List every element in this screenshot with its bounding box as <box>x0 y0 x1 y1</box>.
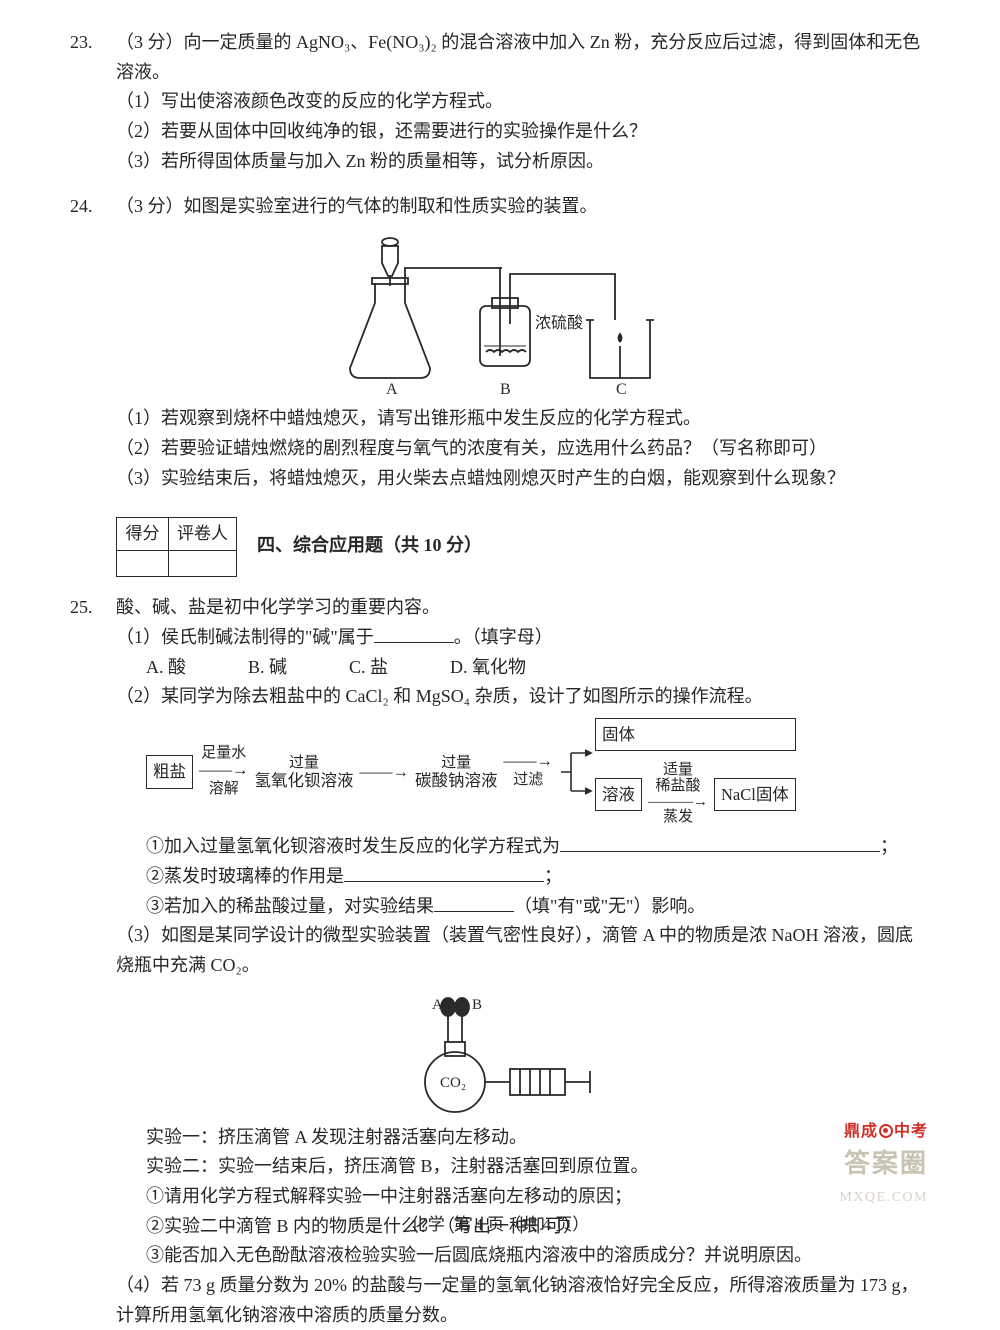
micro-apparatus-icon: A B CO₂ <box>390 987 610 1117</box>
q25-head: 酸、碱、盐是初中化学学习的重要内容。 <box>116 593 930 623</box>
q25-sub1: （1）侯氏制碱法制得的"碱"属于。（填字母） <box>70 623 930 653</box>
q24-sub2: （2）若要验证蜡烛燃烧的剧烈程度与氧气的浓度有关，应选用什么药品？（写名称即可） <box>70 434 930 464</box>
q25-figure: A B CO₂ <box>70 987 930 1117</box>
acid-label: 浓硫酸 <box>535 314 583 332</box>
q25-s2b: ②蒸发时玻璃棒的作用是； <box>70 862 930 892</box>
q25-number: 25. <box>70 593 116 623</box>
score-label: 得分 <box>117 518 169 551</box>
q25-s2a: ①加入过量氢氧化钡溶液时发生反应的化学方程式为； <box>70 832 930 862</box>
grader-label: 评卷人 <box>169 518 237 551</box>
q25-options: A. 酸 B. 碱 C. 盐 D. 氧化物 <box>70 653 930 683</box>
q24-figure: 浓硫酸 A B C <box>70 228 930 398</box>
section-4-title: 四、综合应用题（共 10 分） <box>257 531 482 561</box>
q25-exp2: 实验二：实验一结束后，挤压滴管 B，注射器活塞回到原位置。 <box>70 1152 930 1182</box>
flow-solution: 溶液 <box>595 778 642 811</box>
q23-head: （3 分）向一定质量的 AgNO₃、Fe(NO₃)₂ 的混合溶液中加入 Zn 粉… <box>116 28 930 87</box>
target-icon <box>879 1124 893 1138</box>
q24-number: 24. <box>70 192 116 222</box>
q25-s3c: ③能否加入无色酚酞溶液检验实验一后圆底烧瓶内溶液中的溶质成分？并说明原因。 <box>70 1241 930 1271</box>
svg-text:B: B <box>472 997 482 1013</box>
q24-sub1: （1）若观察到烧杯中蜡烛熄灭，请写出锥形瓶中发生反应的化学方程式。 <box>70 404 930 434</box>
q25-s2c: ③若加入的稀盐酸过量，对实验结果（填"有"或"无"）影响。 <box>70 892 930 922</box>
section-4-header: 得分评卷人 四、综合应用题（共 10 分） <box>70 507 930 585</box>
q23-sub2: （2）若要从固体中回收纯净的银，还需要进行的实验操作是什么？ <box>70 117 930 147</box>
flow-cusalt: 粗盐 <box>146 755 193 788</box>
opt-b: B. 碱 <box>248 653 287 683</box>
q25-sub3: （3）如图是某同学设计的微型实验装置（装置气密性良好），滴管 A 中的物质是浓 … <box>70 921 930 980</box>
flow-solid: 固体 <box>595 718 796 751</box>
q25-sub4: （4）若 73 g 质量分数为 20% 的盐酸与一定量的氢氧化钠溶液恰好完全反应… <box>70 1271 930 1330</box>
svg-text:A: A <box>432 997 443 1013</box>
svg-text:CO₂: CO₂ <box>440 1075 466 1091</box>
watermark: 鼎成中考 答案圈 MXQE.COM <box>839 1119 928 1209</box>
opt-d: D. 氧化物 <box>450 653 526 683</box>
q25-s3a: ①请用化学方程式解释实验一中注射器活塞向左移动的原因； <box>70 1182 930 1212</box>
flow-diagram: 粗盐 足量水——→ 溶解 过量 氢氧化钡溶液 ——→ 过量 碳酸钠溶液 ——→过… <box>70 718 930 826</box>
label-c: C <box>616 381 627 398</box>
q23-number: 23. <box>70 28 116 58</box>
question-23: 23. （3 分）向一定质量的 AgNO₃、Fe(NO₃)₂ 的混合溶液中加入 … <box>70 28 930 176</box>
grader-cell[interactable] <box>169 551 237 577</box>
apparatus-diagram-icon: 浓硫酸 A B C <box>330 228 670 398</box>
q25-exp1: 实验一：挤压滴管 A 发现注射器活塞向左移动。 <box>70 1123 930 1153</box>
q24-head: （3 分）如图是实验室进行的气体的制取和性质实验的装置。 <box>116 192 930 222</box>
label-a: A <box>386 381 398 398</box>
opt-a: A. 酸 <box>146 653 186 683</box>
score-table: 得分评卷人 <box>116 517 237 577</box>
label-b: B <box>500 381 511 398</box>
flow-nacl: NaCl固体 <box>714 778 796 811</box>
q25-sub2: （2）某同学为除去粗盐中的 CaCl₂ 和 MgSO₄ 杂质，设计了如图所示的操… <box>70 682 930 712</box>
q23-sub1: （1）写出使溶液颜色改变的反应的化学方程式。 <box>70 87 930 117</box>
question-24: 24. （3 分）如图是实验室进行的气体的制取和性质实验的装置。 <box>70 192 930 493</box>
q24-sub3: （3）实验结束后，将蜡烛熄灭，用火柴去点蜡烛刚熄灭时产生的白烟，能观察到什么现象… <box>70 464 930 494</box>
opt-c: C. 盐 <box>349 653 388 683</box>
page-footer: 化学 第 4 页（共 4 页） <box>0 1211 1000 1239</box>
score-cell[interactable] <box>117 551 169 577</box>
q23-sub3: （3）若所得固体质量与加入 Zn 粉的质量相等，试分析原因。 <box>70 147 930 177</box>
